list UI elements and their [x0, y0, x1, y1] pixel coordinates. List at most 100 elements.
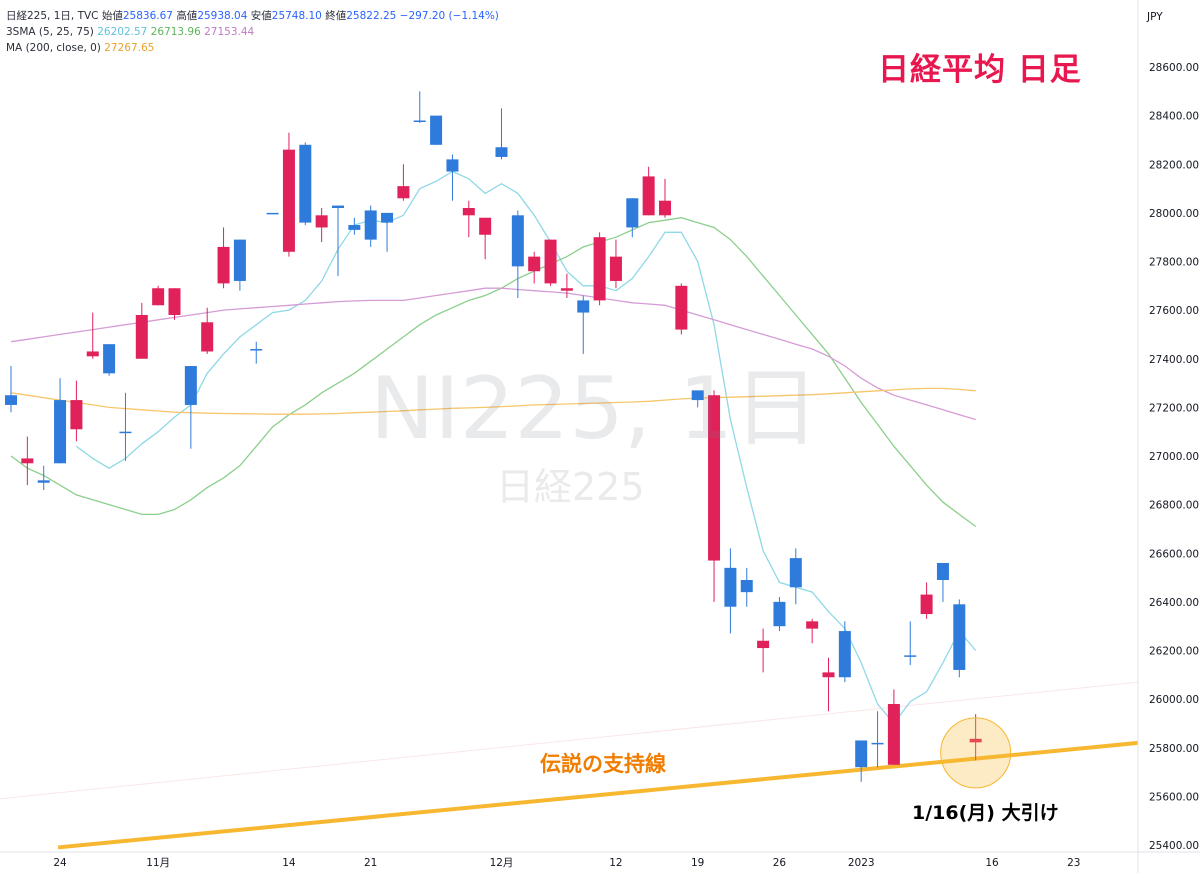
- candle: [54, 378, 67, 464]
- candle: [381, 212, 394, 252]
- x-tick-label: 21: [364, 857, 377, 869]
- candle: [282, 132, 295, 257]
- x-tick-label: 14: [282, 857, 296, 869]
- candle-body: [822, 672, 835, 678]
- close-note: 1/16(月) 大引け: [912, 802, 1059, 824]
- candle: [266, 212, 279, 215]
- legend-ma-row[interactable]: MA (200, close, 0) 27267.65: [6, 40, 499, 56]
- candle-body: [21, 458, 34, 464]
- candle-body: [757, 640, 770, 649]
- candle-body: [332, 205, 344, 209]
- ma-line-75: [10, 287, 976, 421]
- candle: [691, 390, 704, 408]
- legend-open: 25836.67: [122, 10, 173, 22]
- candle-body: [315, 215, 328, 228]
- candle-body: [266, 212, 279, 215]
- legend-ohlc-row[interactable]: 日経225, 1日, TVC 始値25836.67 高値25938.04 安値2…: [6, 8, 499, 24]
- candle-body: [806, 621, 819, 629]
- y-tick-label: 26200.00: [1149, 646, 1199, 658]
- y-tick-label: 26800.00: [1149, 500, 1199, 512]
- candle: [86, 312, 99, 359]
- candle-body: [953, 604, 966, 670]
- candle-body: [838, 631, 851, 678]
- y-tick-label: 27800.00: [1149, 257, 1199, 269]
- moving-average-lines: [10, 170, 977, 725]
- candle-body: [936, 562, 949, 580]
- candle: [740, 567, 753, 607]
- candle-body: [577, 300, 590, 313]
- candle: [37, 465, 50, 491]
- candle-body: [675, 285, 688, 330]
- candle-body: [119, 431, 132, 434]
- candle-body: [413, 120, 426, 122]
- x-tick-label: 23: [1067, 857, 1080, 869]
- candle: [152, 285, 165, 306]
- candle-body: [299, 144, 312, 223]
- candle-body: [789, 558, 802, 588]
- candle: [315, 208, 328, 243]
- legend-sma-label: 3SMA (5, 25, 75): [6, 26, 94, 38]
- watermark-name: 日経225: [496, 465, 645, 509]
- candle: [675, 283, 688, 335]
- x-tick-label: 16: [985, 857, 999, 869]
- candle: [201, 307, 214, 354]
- x-tick-label: 24: [53, 857, 67, 869]
- watermark-symbol: NI225, 1日: [370, 359, 820, 459]
- candle-body: [642, 176, 655, 216]
- candle-body: [691, 390, 704, 401]
- candle: [724, 548, 737, 634]
- candle: [838, 621, 851, 683]
- candle-body: [855, 740, 868, 768]
- candle-body: [773, 601, 786, 627]
- candle-body: [70, 400, 83, 430]
- candle: [659, 178, 671, 218]
- candle: [479, 217, 492, 260]
- candle: [184, 366, 197, 449]
- candle-body: [740, 579, 753, 593]
- candle-body: [462, 208, 475, 216]
- candle-body: [887, 703, 900, 765]
- price-axis: 25400.00 25600.00 25800.00 26000.00 26200.00…: [1137, 0, 1199, 873]
- candle: [528, 251, 541, 284]
- candle-body: [871, 742, 884, 745]
- candle: [135, 302, 148, 359]
- candle-body: [544, 239, 557, 284]
- legend-sma-row[interactable]: 3SMA (5, 25, 75) 26202.57 26713.96 27153…: [6, 24, 499, 40]
- candle: [397, 164, 410, 201]
- y-tick-label: 28000.00: [1149, 208, 1199, 220]
- candle-body: [217, 246, 230, 284]
- y-tick-label: 25800.00: [1149, 743, 1199, 755]
- candle-body: [135, 314, 148, 359]
- y-tick-label: 26000.00: [1149, 694, 1199, 706]
- currency-label: JPY: [1147, 11, 1163, 23]
- candle: [871, 711, 884, 768]
- x-tick-label: 19: [691, 857, 704, 869]
- candle: [757, 628, 770, 673]
- candle: [446, 154, 459, 201]
- legend-low-label: 安値: [250, 10, 272, 22]
- y-tick-label: 28600.00: [1149, 62, 1199, 74]
- candle-body: [904, 655, 917, 657]
- candle: [233, 239, 246, 291]
- candle-body: [528, 256, 541, 272]
- candle-body: [37, 480, 50, 483]
- candle-body: [250, 349, 263, 351]
- candle: [609, 239, 622, 289]
- y-tick-label: 27600.00: [1149, 305, 1199, 317]
- legend-low: 25748.10: [271, 10, 322, 22]
- candle-body: [5, 395, 17, 405]
- candle: [887, 689, 900, 765]
- y-tick-label: 27400.00: [1149, 354, 1199, 366]
- candle: [904, 621, 917, 666]
- candle: [642, 166, 655, 216]
- candle: [822, 657, 835, 712]
- candle: [855, 740, 868, 782]
- candle: [462, 200, 475, 238]
- candle-body: [593, 237, 606, 301]
- candle: [577, 295, 590, 354]
- candle: [773, 597, 786, 632]
- x-tick-label: 11月: [146, 857, 170, 869]
- y-tick-label: 25600.00: [1149, 791, 1199, 803]
- x-tick-label: 26: [773, 857, 787, 869]
